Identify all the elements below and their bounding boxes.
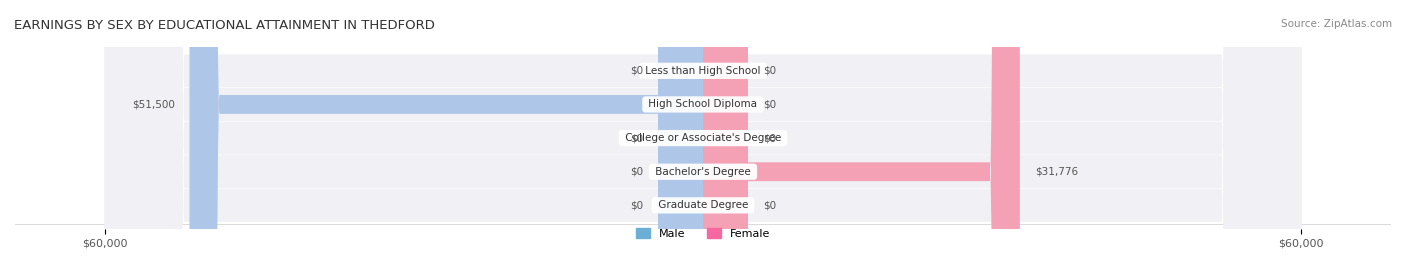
FancyBboxPatch shape [104,0,1302,269]
Text: $0: $0 [763,66,776,76]
FancyBboxPatch shape [703,0,748,269]
Text: $0: $0 [763,133,776,143]
Text: EARNINGS BY SEX BY EDUCATIONAL ATTAINMENT IN THEDFORD: EARNINGS BY SEX BY EDUCATIONAL ATTAINMEN… [14,19,434,32]
Text: $0: $0 [630,167,643,177]
FancyBboxPatch shape [658,0,703,269]
Text: $0: $0 [630,200,643,210]
Text: $0: $0 [630,133,643,143]
FancyBboxPatch shape [703,0,748,269]
Text: $0: $0 [763,200,776,210]
Text: $51,500: $51,500 [132,100,174,109]
Text: $31,776: $31,776 [1035,167,1078,177]
FancyBboxPatch shape [190,0,703,269]
Text: Bachelor's Degree: Bachelor's Degree [652,167,754,177]
FancyBboxPatch shape [703,0,748,269]
FancyBboxPatch shape [104,0,1302,269]
FancyBboxPatch shape [703,0,748,269]
Text: College or Associate's Degree: College or Associate's Degree [621,133,785,143]
FancyBboxPatch shape [658,0,703,269]
Text: Less than High School: Less than High School [643,66,763,76]
Text: $0: $0 [630,66,643,76]
FancyBboxPatch shape [104,0,1302,269]
Text: Source: ZipAtlas.com: Source: ZipAtlas.com [1281,19,1392,29]
FancyBboxPatch shape [104,0,1302,269]
FancyBboxPatch shape [703,0,748,269]
Legend: Male, Female: Male, Female [631,224,775,243]
Text: $0: $0 [763,100,776,109]
FancyBboxPatch shape [658,0,703,269]
FancyBboxPatch shape [703,0,1019,269]
Text: High School Diploma: High School Diploma [645,100,761,109]
Text: Graduate Degree: Graduate Degree [655,200,751,210]
FancyBboxPatch shape [658,0,703,269]
FancyBboxPatch shape [658,0,703,269]
FancyBboxPatch shape [104,0,1302,269]
